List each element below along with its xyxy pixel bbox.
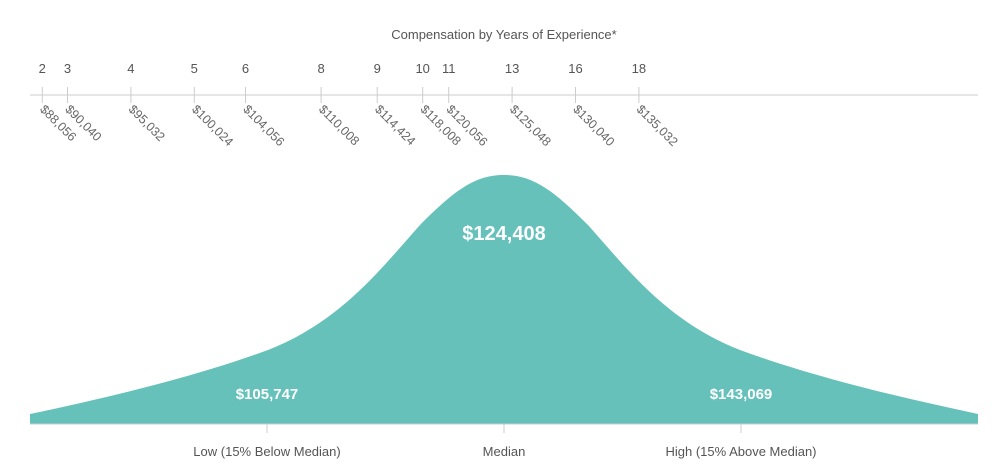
experience-salary-label: $104,056 [240, 102, 287, 149]
experience-salary-label: $125,048 [507, 102, 554, 149]
experience-year-label: 16 [568, 61, 582, 76]
distribution-curve [30, 175, 978, 424]
experience-year-label: 4 [127, 61, 134, 76]
high-value: $143,069 [710, 386, 773, 403]
experience-year-label: 5 [191, 61, 198, 76]
experience-year-label: 2 [39, 61, 46, 76]
chart-title: Compensation by Years of Experience* [391, 27, 616, 42]
experience-year-label: 8 [317, 61, 324, 76]
experience-salary-label: $130,040 [570, 102, 617, 149]
median-value: $124,408 [462, 223, 545, 245]
experience-year-label: 9 [374, 61, 381, 76]
experience-year-label: 11 [442, 61, 456, 76]
median-label: Median [483, 444, 526, 459]
experience-salary-label: $110,008 [316, 102, 362, 148]
experience-year-label: 13 [505, 61, 519, 76]
high-label: High (15% Above Median) [665, 444, 816, 459]
experience-salary-label: $114,424 [372, 102, 418, 148]
experience-year-label: 18 [632, 61, 646, 76]
low-value: $105,747 [236, 386, 299, 403]
experience-salary-label: $135,032 [634, 102, 681, 149]
experience-scale: 2$88,0563$90,0404$95,0325$100,0246$104,0… [37, 61, 680, 149]
experience-year-label: 10 [415, 61, 429, 76]
experience-salary-label: $95,032 [126, 102, 168, 144]
experience-year-label: 6 [242, 61, 249, 76]
experience-year-label: 3 [64, 61, 71, 76]
experience-salary-label: $100,024 [189, 102, 236, 149]
low-label: Low (15% Below Median) [193, 444, 340, 459]
